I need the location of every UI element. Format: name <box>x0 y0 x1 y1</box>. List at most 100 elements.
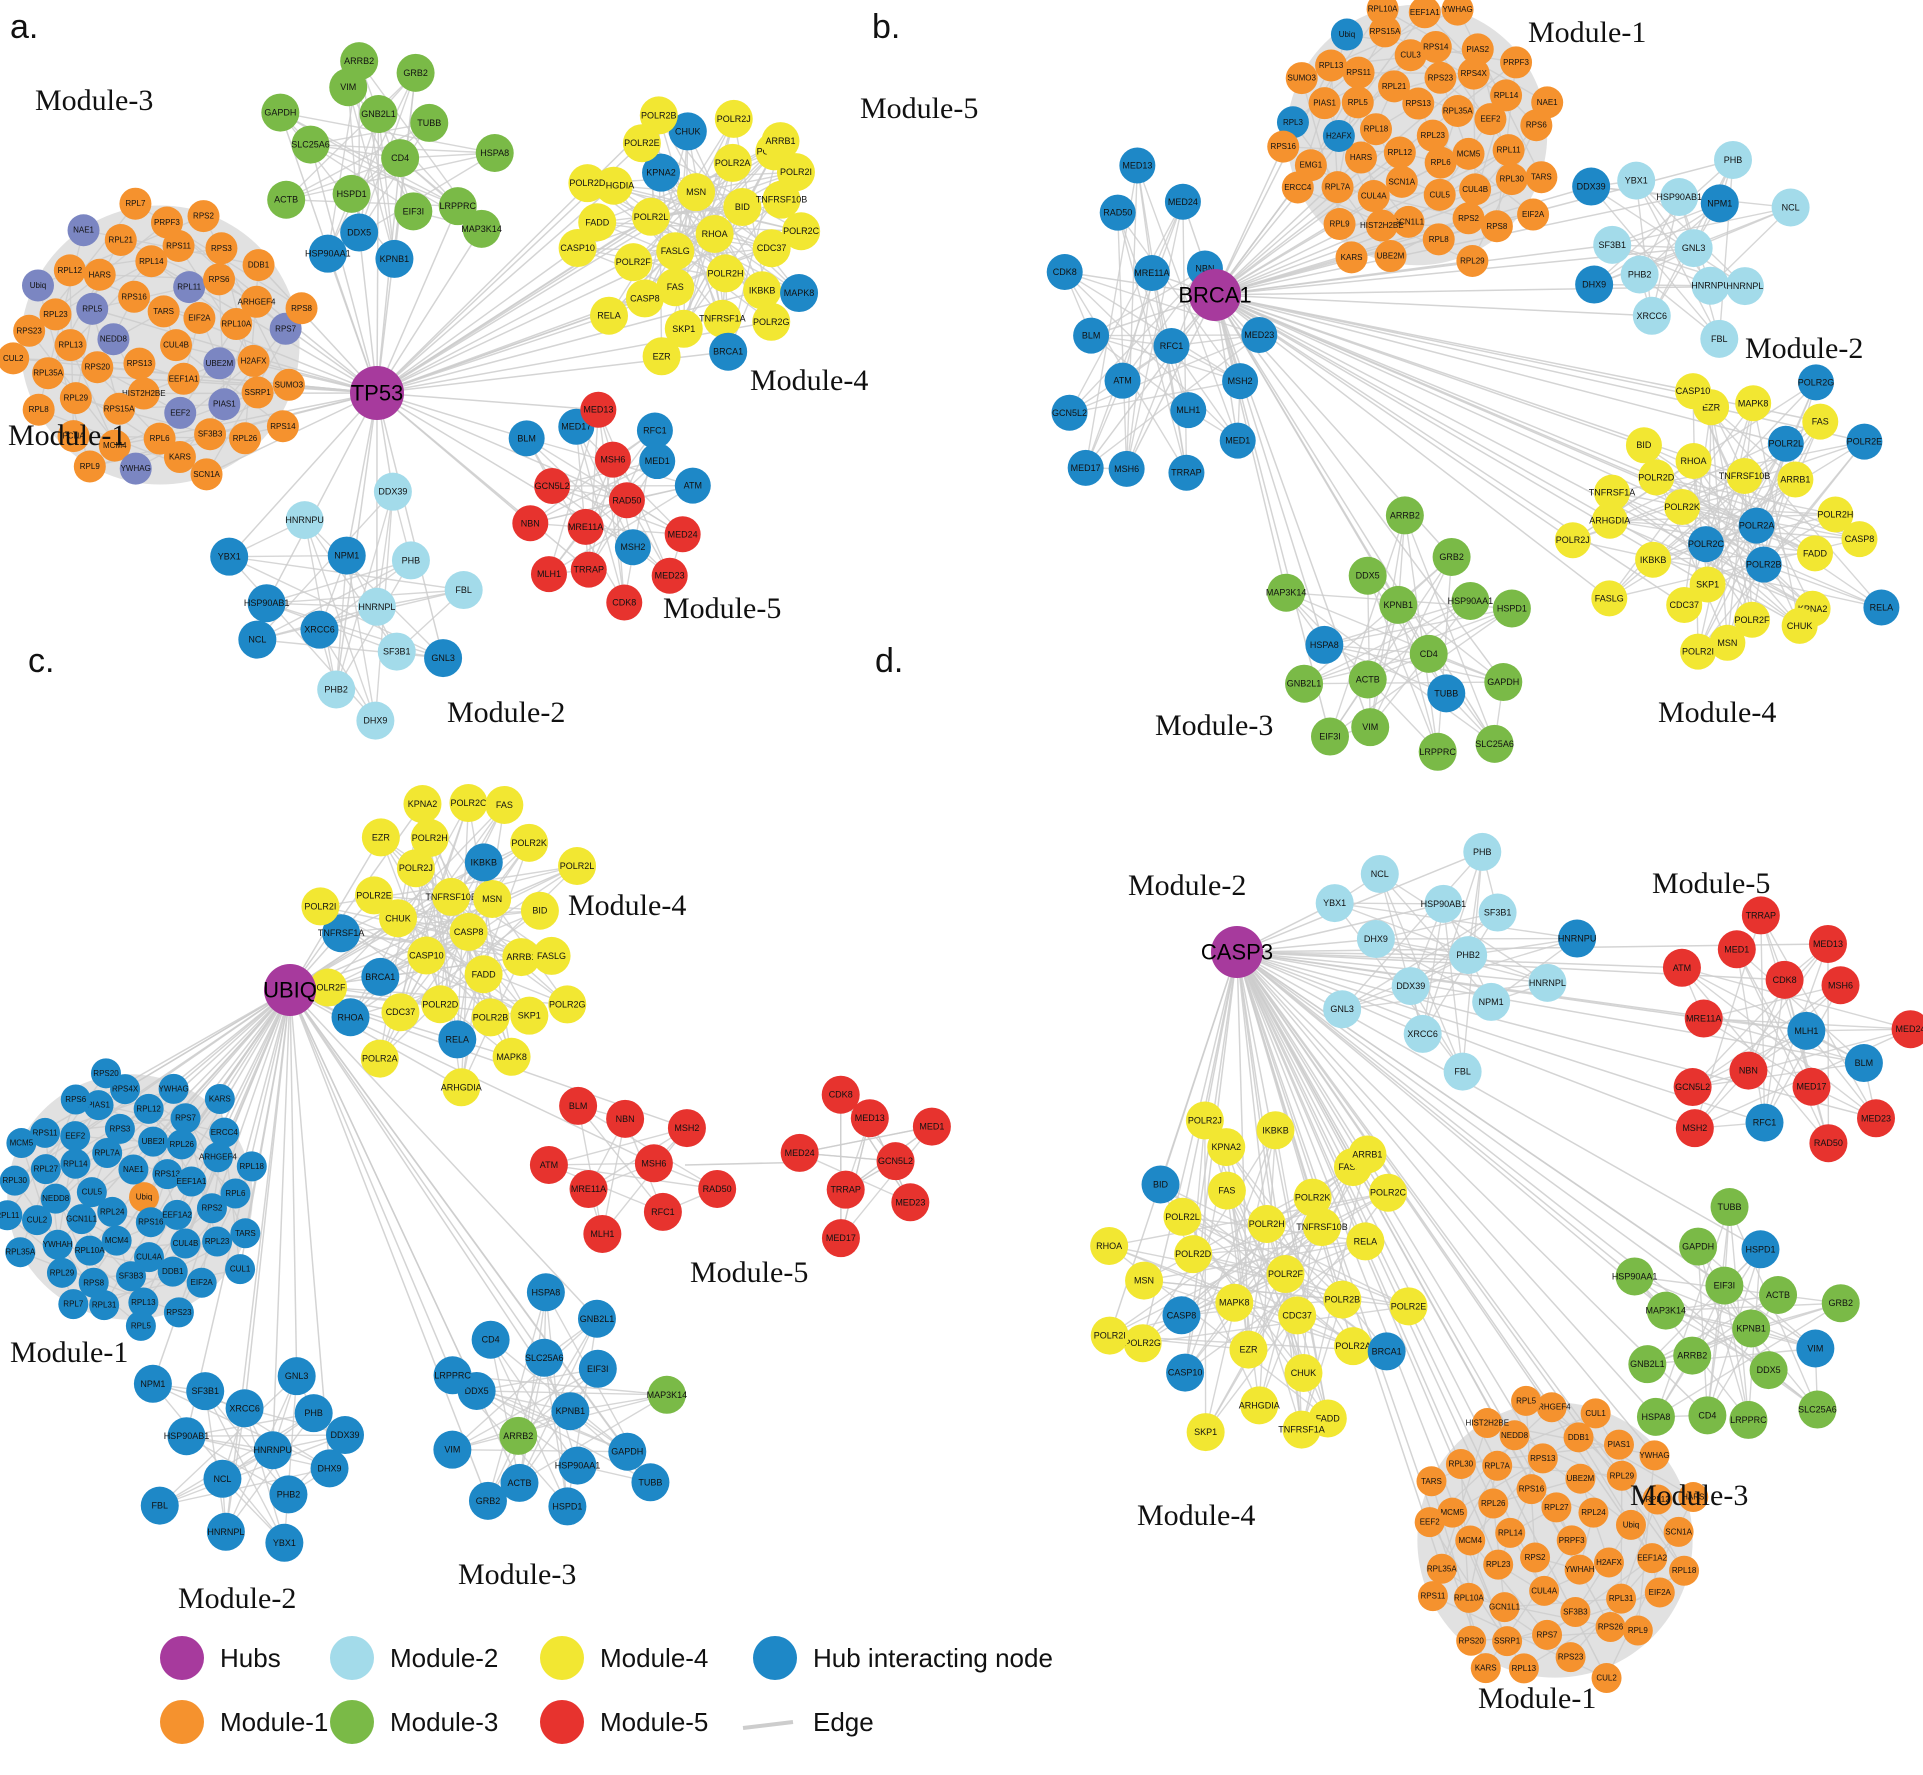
node-kpnb1 <box>551 1392 590 1431</box>
node-rpl29 <box>59 382 92 415</box>
edge-hub-spoke <box>1236 951 1818 1411</box>
node-rad50 <box>698 1169 737 1208</box>
node-label-gnl3: GNL3 <box>1682 243 1706 253</box>
node-label-polr2c: POLR2C <box>450 798 487 808</box>
node-label-atm: ATM <box>684 481 702 491</box>
node-label-rps23: RPS23 <box>1428 73 1454 82</box>
node-label-cd4: CD4 <box>391 153 409 163</box>
node-label-blm: BLM <box>517 433 536 443</box>
node-ssrp1 <box>1492 1626 1523 1657</box>
node-msh2 <box>667 1109 706 1148</box>
node-label-rpl18: RPL18 <box>1672 1566 1697 1575</box>
node-rpl11 <box>0 1200 23 1231</box>
node-rpl9 <box>73 450 106 483</box>
node-kars <box>1335 241 1368 274</box>
node-label-ezr: EZR <box>372 832 391 842</box>
node-mlh1 <box>530 556 567 593</box>
edge <box>1752 403 1801 626</box>
node-rps8 <box>78 1267 109 1298</box>
edge-hub-spoke <box>1236 951 1508 1642</box>
node-hspd1 <box>1492 589 1531 628</box>
node-label-msh6: MSH6 <box>1114 464 1139 474</box>
node-hist2h2be <box>127 377 160 410</box>
node-eef2 <box>1414 1507 1445 1538</box>
node-label-brca1: BRCA1 <box>1372 1346 1402 1356</box>
node-label-fas: FAS <box>1218 1186 1235 1196</box>
node-npm1 <box>1472 982 1511 1021</box>
edge-hub-spoke <box>376 392 599 411</box>
node-tnfrsf1a <box>322 914 361 953</box>
node-label-cdk8: CDK8 <box>1053 267 1077 277</box>
node-rpl12 <box>1642 1484 1673 1515</box>
node-polr2i <box>1680 633 1717 670</box>
edge <box>1665 1310 1769 1371</box>
node-label-mre11a: MRE11A <box>1134 268 1169 278</box>
node-med13 <box>1119 147 1156 184</box>
node-label-nedd8: NEDD8 <box>1501 1431 1529 1440</box>
node-rpl26 <box>229 422 262 455</box>
module-label-b-m2: Module-2 <box>1745 332 1863 365</box>
node-slc25a6 <box>525 1338 564 1377</box>
node-label-lrpprc: LRPPRC <box>1419 747 1456 757</box>
node-label-med23: MED23 <box>1861 1113 1891 1123</box>
node-label-hspd1: HSPD1 <box>552 1501 582 1511</box>
node-blm <box>1073 317 1110 354</box>
node-label-polr2b: POLR2B <box>641 110 677 120</box>
node-label-rps8: RPS8 <box>83 1278 104 1287</box>
node-label-actb: ACTB <box>1356 674 1380 684</box>
edge <box>159 1434 346 1507</box>
node-pias1 <box>1603 1429 1634 1460</box>
node-rps26 <box>1595 1612 1626 1643</box>
edge-hub-spoke <box>1214 244 1613 296</box>
node-label-rpl21: RPL21 <box>109 235 134 244</box>
node-label-hars: HARS <box>1350 153 1372 162</box>
node-label-rps23: RPS23 <box>1558 1653 1584 1662</box>
node-label-nedd8: NEDD8 <box>42 1194 70 1203</box>
node-label-casp10: CASP10 <box>409 951 444 961</box>
node-label-med17: MED17 <box>1071 463 1101 473</box>
node-label-gapdh: GAPDH <box>264 108 296 118</box>
node-label-trrap: TRRAP <box>574 565 605 575</box>
node-rpl13 <box>128 1287 159 1318</box>
edge <box>1125 201 1184 470</box>
node-label-rad50: RAD50 <box>1103 208 1132 218</box>
edge-hub-spoke <box>376 233 715 394</box>
node-hars <box>1678 1482 1709 1513</box>
node-rhoa <box>331 998 370 1037</box>
edge-hub-spoke <box>1214 294 1865 443</box>
node-label-skp1: SKP1 <box>1696 579 1719 589</box>
node-label-gnb2l1: GNB2L1 <box>1630 1359 1665 1369</box>
node-label-rps11: RPS11 <box>166 242 191 251</box>
node-arrb2 <box>1385 496 1424 535</box>
node-polr2a <box>1738 507 1775 544</box>
edge <box>1694 943 1829 1129</box>
node-label-ddx39: DDX39 <box>1577 182 1606 192</box>
node-tnfrsf1a <box>703 299 742 338</box>
node-prpf3 <box>150 206 183 239</box>
node-ncl <box>238 620 277 659</box>
node-label-rps13: RPS13 <box>1406 99 1432 108</box>
edge <box>1692 1028 1911 1088</box>
node-hist2h2be <box>1365 209 1398 242</box>
node-label-ncl: NCL <box>213 1474 231 1484</box>
node-label-pcna: PCNA <box>62 432 85 441</box>
edge <box>799 1125 933 1154</box>
node-kpna2 <box>1207 1128 1246 1167</box>
node-label-tnfrsf1a: TNFRSF1A <box>1589 488 1636 498</box>
node-rad50 <box>608 482 645 519</box>
node-sumo3 <box>272 368 305 401</box>
node-label-grb2: GRB2 <box>403 68 428 78</box>
node-label-ube2m: UBE2M <box>206 359 234 368</box>
edge-hub-spoke <box>376 392 628 501</box>
edge <box>1763 979 1786 1123</box>
edge <box>327 804 505 989</box>
node-mcm4 <box>98 429 131 462</box>
node-actb <box>1348 660 1387 699</box>
node-map3k14 <box>1267 573 1306 612</box>
node-polr2h <box>706 254 745 293</box>
node-polr2c <box>449 784 488 823</box>
node-mlh1 <box>1170 392 1207 429</box>
node-hnrnpl <box>357 587 396 626</box>
node-label-arrb2: ARRB2 <box>1677 1351 1707 1361</box>
edge-hub-spoke <box>376 185 615 394</box>
